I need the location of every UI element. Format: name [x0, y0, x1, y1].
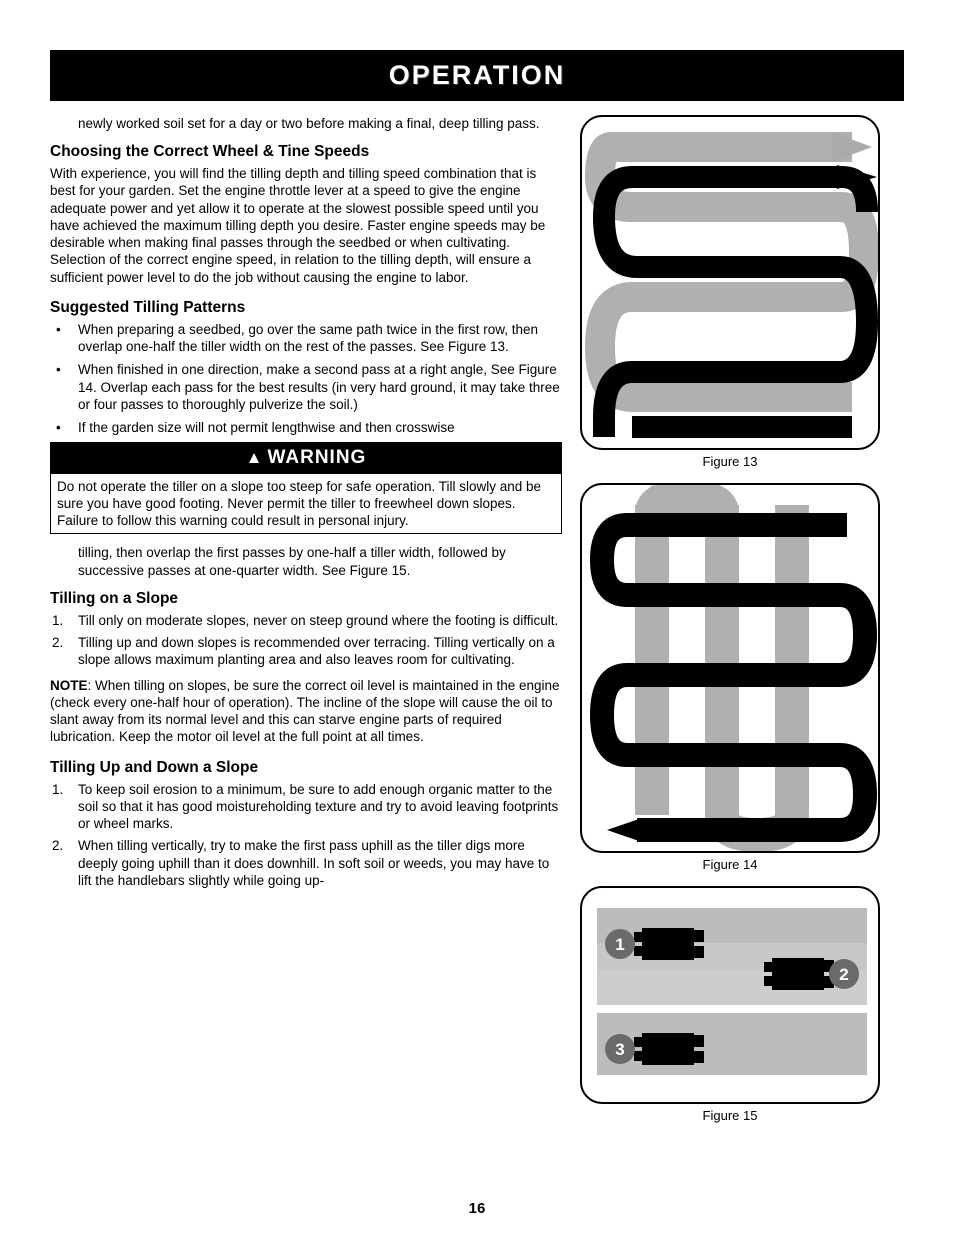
warning-box: ▲WARNING Do not operate the tiller on a …: [50, 442, 562, 534]
warning-triangle-icon: ▲: [246, 448, 264, 467]
list-number: 2.: [50, 634, 78, 669]
list-number: 1.: [50, 612, 78, 629]
right-column: Figure 13 Figure 14: [580, 115, 880, 1137]
bullet-text: When finished in one direction, make a s…: [78, 361, 562, 413]
figure-13-caption: Figure 13: [703, 454, 758, 469]
note-label: NOTE: [50, 678, 88, 693]
list-number: 2.: [50, 837, 78, 889]
figure-13-diagram: [582, 117, 880, 450]
heading-tilling-patterns: Suggested Tilling Patterns: [50, 298, 562, 318]
list-text: Tilling up and down slopes is recommende…: [78, 634, 562, 669]
bullet-text: When preparing a seedbed, go over the sa…: [78, 321, 562, 356]
figure-15-diagram: 1 2: [582, 888, 880, 1104]
svg-text:2: 2: [839, 965, 848, 984]
warning-label: WARNING: [268, 447, 367, 468]
bullet-icon: •: [50, 419, 78, 436]
figure-14-diagram: [582, 485, 880, 853]
warning-body: Do not operate the tiller on a slope too…: [51, 474, 561, 534]
tilling-slope-list: 1.Till only on moderate slopes, never on…: [50, 612, 562, 669]
note-paragraph: NOTE: When tilling on slopes, be sure th…: [50, 677, 562, 746]
bullet-icon: •: [50, 361, 78, 413]
figure-14-caption: Figure 14: [703, 857, 758, 872]
heading-tilling-up-down: Tilling Up and Down a Slope: [50, 758, 562, 778]
note-text: : When tilling on slopes, be sure the co…: [50, 678, 560, 745]
figure-14-frame: [580, 483, 880, 853]
intro-continuation: newly worked soil set for a day or two b…: [50, 115, 562, 132]
figure-13-frame: [580, 115, 880, 450]
section-banner: OPERATION: [50, 50, 904, 101]
list-text: To keep soil erosion to a minimum, be su…: [78, 781, 562, 833]
heading-wheel-tine-speeds: Choosing the Correct Wheel & Tine Speeds: [50, 142, 562, 162]
figure-15-caption: Figure 15: [703, 1108, 758, 1123]
bullet-icon: •: [50, 321, 78, 356]
list-text: When tilling vertically, try to make the…: [78, 837, 562, 889]
page-number: 16: [0, 1200, 954, 1217]
svg-text:1: 1: [615, 935, 624, 954]
warning-header: ▲WARNING: [51, 443, 561, 473]
para-wheel-tine-speeds: With experience, you will find the tilli…: [50, 165, 562, 286]
list-text: Till only on moderate slopes, never on s…: [78, 612, 562, 629]
heading-tilling-slope: Tilling on a Slope: [50, 589, 562, 609]
svg-text:3: 3: [615, 1040, 624, 1059]
tilling-patterns-list: •When preparing a seedbed, go over the s…: [50, 321, 562, 437]
bullet-text: If the garden size will not permit lengt…: [78, 419, 562, 436]
patterns-continuation: tilling, then overlap the first passes b…: [50, 544, 562, 579]
left-column: newly worked soil set for a day or two b…: [50, 115, 562, 1137]
list-number: 1.: [50, 781, 78, 833]
tilling-up-down-list: 1.To keep soil erosion to a minimum, be …: [50, 781, 562, 890]
figure-15-frame: 1 2: [580, 886, 880, 1104]
